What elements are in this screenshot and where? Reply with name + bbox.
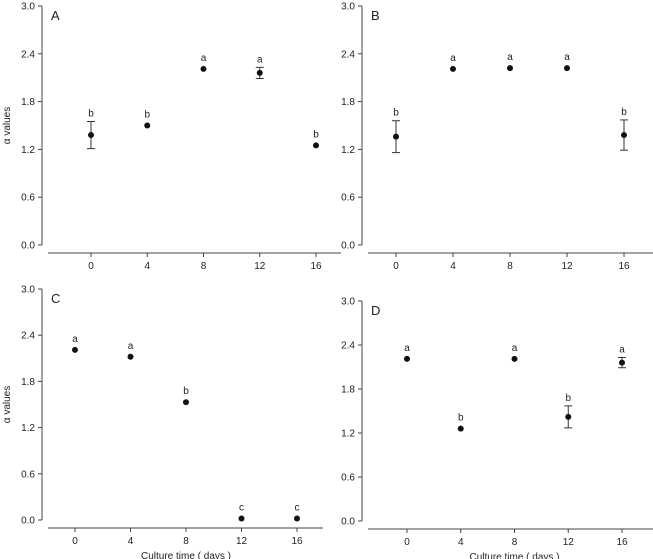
data-point (404, 355, 410, 362)
y-tick-label: 0.0 (341, 241, 355, 252)
panel-a: 0.0 0.6 1.2 1.8 2.4 3.0 0 4 8 12 16 Aα values b b a a b (2, 2, 341, 272)
x-axis-title: Culture time ( days ) (141, 551, 231, 559)
significance-letter: a (201, 53, 207, 64)
x-tick-label: 12 (561, 261, 573, 272)
significance-letter: b (393, 108, 399, 119)
x-tick-label: 4 (450, 261, 456, 272)
panel-label: B (371, 8, 380, 23)
y-tick-label: 1.8 (21, 97, 35, 108)
x-tick-label: 12 (254, 261, 266, 272)
significance-letter: a (507, 52, 513, 63)
significance-letter: c (295, 502, 300, 513)
significance-letter: b (565, 393, 571, 404)
significance-letter: a (72, 334, 78, 345)
data-point (450, 65, 456, 72)
data-point (313, 142, 319, 149)
x-tick-label: 4 (144, 261, 150, 272)
panel-label: D (371, 303, 380, 318)
data-point (183, 399, 189, 406)
significance-letter: a (404, 343, 410, 354)
significance-letter: c (239, 502, 244, 513)
x-tick-label: 4 (128, 536, 134, 547)
x-tick-label: 16 (616, 537, 628, 548)
x-tick-label: 8 (507, 261, 513, 272)
y-tick-label: 2.4 (21, 49, 35, 60)
y-tick-label: 1.2 (21, 423, 35, 434)
y-tick-label: 0.6 (341, 473, 355, 484)
y-tick-label: 0.0 (21, 516, 35, 527)
x-axis-title: Culture time ( days ) (469, 552, 559, 559)
y-tick-label: 0.6 (21, 469, 35, 480)
data-point (564, 65, 570, 72)
y-tick-label: 2.4 (21, 331, 35, 342)
significance-letter: b (183, 386, 189, 397)
significance-letter: b (144, 110, 150, 121)
panel-d: 0.0 0.6 1.2 1.8 2.4 3.0 0 4 8 12 16 D Culture time (… (341, 297, 653, 559)
panel-label: A (51, 8, 60, 23)
x-tick-label: 0 (404, 537, 410, 548)
x-tick-label: 12 (236, 536, 248, 547)
y-tick-label: 3.0 (341, 2, 355, 13)
data-point (200, 65, 207, 72)
x-tick-label: 16 (291, 536, 303, 547)
y-tick-label: 3.0 (21, 2, 35, 13)
x-tick-label: 12 (563, 537, 575, 548)
data-point (511, 355, 518, 362)
significance-letter: a (450, 53, 456, 64)
data-point (619, 359, 625, 366)
data-point (256, 69, 263, 76)
significance-letter: b (88, 109, 94, 120)
panel-b: 0.0 0.6 1.2 1.8 2.4 3.0 0 4 8 12 16 Bb a a a b (341, 2, 653, 272)
y-tick-label: 1.2 (341, 429, 355, 440)
x-tick-label: 0 (72, 536, 78, 547)
significance-letter: a (128, 341, 134, 352)
y-tick-label: 1.2 (341, 145, 355, 156)
y-tick-label: 2.4 (341, 49, 355, 60)
data-point (144, 122, 151, 129)
x-tick-label: 8 (183, 536, 189, 547)
y-tick-label: 1.2 (21, 145, 35, 156)
data-point (507, 65, 513, 72)
significance-letter: b (458, 413, 464, 424)
data-point (72, 346, 78, 353)
y-tick-label: 2.4 (341, 341, 355, 352)
x-tick-label: 16 (618, 261, 630, 272)
data-point (238, 515, 245, 522)
y-tick-label: 0.0 (21, 241, 35, 252)
y-tick-label: 0.6 (341, 193, 355, 204)
y-tick-label: 1.8 (341, 385, 355, 396)
panel-label: C (51, 291, 60, 306)
data-point (621, 132, 627, 139)
data-point (457, 425, 464, 432)
y-tick-label: 1.8 (341, 97, 355, 108)
data-point (88, 132, 94, 139)
data-point (393, 133, 399, 140)
significance-letter: b (313, 129, 319, 140)
significance-letter: a (619, 344, 625, 355)
x-tick-label: 16 (310, 261, 322, 272)
y-tick-label: 3.0 (21, 285, 35, 296)
data-point (127, 353, 134, 360)
y-tick-label: 3.0 (341, 297, 355, 308)
significance-letter: a (257, 54, 263, 65)
data-point (294, 515, 300, 522)
y-axis-title: α values (2, 107, 13, 144)
x-tick-label: 8 (512, 537, 518, 548)
significance-letter: a (512, 343, 518, 354)
x-tick-label: 0 (88, 261, 94, 272)
significance-letter: b (621, 107, 627, 118)
significance-letter: a (564, 52, 570, 63)
y-axis-title: α values (2, 386, 13, 423)
panel-c: 0.0 0.6 1.2 1.8 2.4 3.0 0 4 8 12 16 Cα values Cultur… (2, 285, 323, 559)
x-tick-label: 4 (458, 537, 464, 548)
x-tick-label: 0 (393, 261, 399, 272)
y-tick-label: 0.6 (21, 193, 35, 204)
y-tick-label: 1.8 (21, 377, 35, 388)
y-tick-label: 0.0 (341, 517, 355, 528)
data-point (565, 413, 572, 420)
x-tick-label: 8 (201, 261, 207, 272)
